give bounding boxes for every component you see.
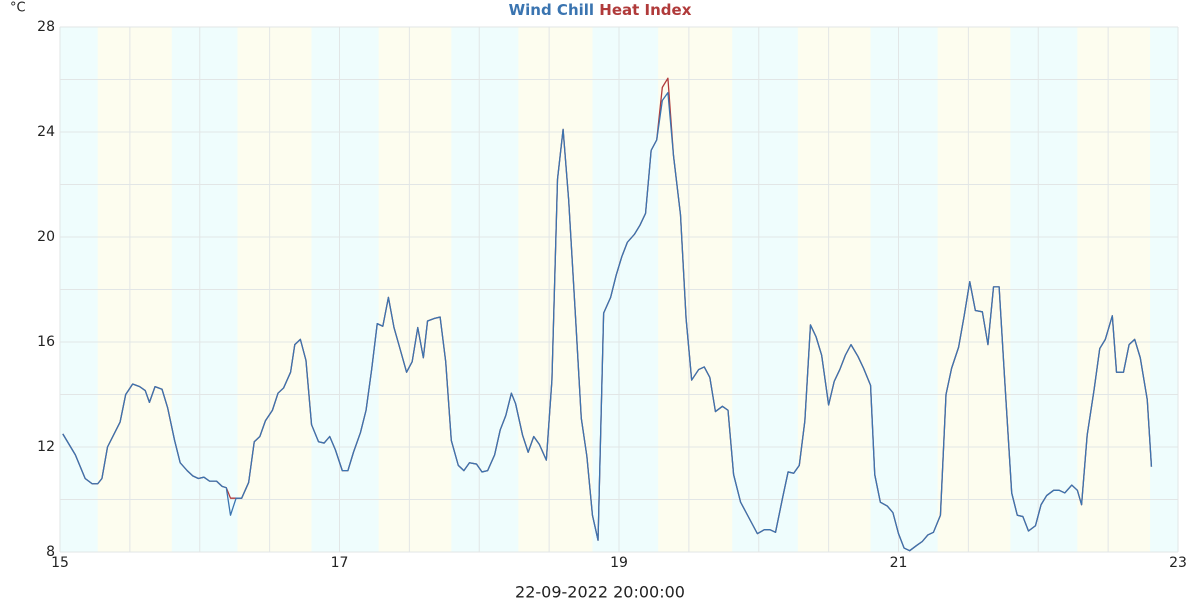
x-tick-label: 19	[610, 555, 628, 571]
x-tick-label: 17	[331, 555, 349, 571]
y-tick-label: 16	[37, 334, 55, 350]
lines	[62, 77, 1153, 552]
x-tick-label: 15	[51, 555, 69, 571]
y-tick-label: 24	[37, 124, 55, 140]
x-axis-label: 22-09-2022 20:00:00	[515, 583, 685, 600]
title-series: Wind Chill	[509, 1, 594, 19]
series-line	[62, 91, 1153, 552]
y-tick-label: 8	[46, 544, 55, 560]
y-axis-label: °C	[10, 1, 26, 16]
labels: 8 12 16 20 24 28 15 17 19 21 23	[37, 19, 1187, 571]
x-tick-label: 23	[1169, 555, 1187, 571]
title-series: Heat Index	[599, 1, 691, 19]
grid	[59, 26, 1179, 553]
y-tick-label: 28	[37, 19, 55, 35]
x-tick-label: 21	[890, 555, 908, 571]
y-tick-label: 20	[37, 229, 55, 245]
y-tick-label: 12	[37, 439, 55, 455]
chart-title: Wind Chill Heat Index	[509, 1, 692, 19]
